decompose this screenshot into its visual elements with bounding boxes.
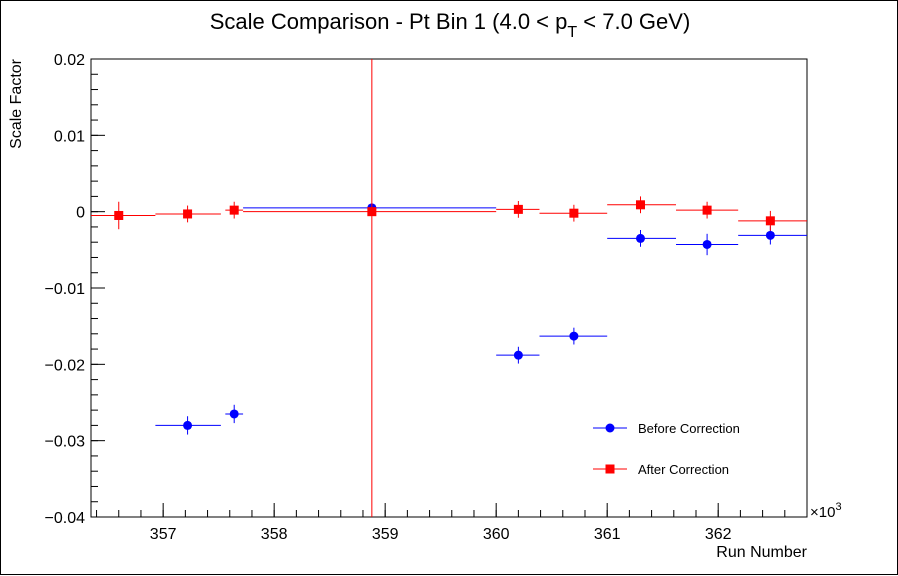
data-point	[183, 209, 193, 219]
x-tick-label: 360	[483, 526, 510, 543]
x-tick-label: 357	[150, 526, 177, 543]
data-series	[91, 59, 807, 517]
axes: 0.02 0.01 0 −0.01 −0.02 −0.03 −0.04 357 358 359 36…	[45, 52, 808, 543]
x-tick-label: 359	[372, 526, 399, 543]
legend-marker	[605, 464, 615, 474]
y-tick-label: −0.03	[45, 434, 86, 451]
data-point	[569, 208, 579, 218]
data-point	[569, 331, 579, 341]
plot-area-frame	[90, 58, 808, 518]
data-point	[702, 239, 712, 249]
y-tick-label: 0.01	[54, 128, 85, 145]
x-tick-label: 362	[705, 526, 732, 543]
y-tick-label: 0	[76, 205, 85, 222]
x-tick-label: 361	[594, 526, 621, 543]
y-tick-label: 0.02	[54, 52, 85, 69]
legend-marker	[605, 423, 615, 433]
data-point	[229, 205, 239, 215]
legend-entry: After Correction	[593, 462, 729, 477]
data-point	[635, 233, 645, 243]
y-tick-label: −0.04	[45, 510, 86, 527]
y-tick-label: −0.01	[45, 281, 86, 298]
data-point	[702, 205, 712, 215]
data-point	[513, 204, 523, 214]
y-tick-label: −0.02	[45, 357, 86, 374]
data-point	[765, 216, 775, 226]
legend-label: Before Correction	[638, 421, 740, 436]
data-point	[635, 200, 645, 210]
legend: Before Correction After Correction	[593, 421, 740, 477]
legend-label: After Correction	[638, 462, 729, 477]
legend-entry: Before Correction	[593, 421, 740, 436]
x-axis-label: Run Number	[716, 544, 807, 561]
data-point	[114, 210, 124, 220]
x-tick-label: 358	[261, 526, 288, 543]
series-square	[91, 59, 807, 517]
data-point	[183, 420, 193, 430]
chart-title: Scale Comparison - Pt Bin 1 (4.0 < pT < …	[210, 9, 691, 41]
x-axis-multiplier: ×103	[810, 501, 842, 521]
y-axis-label: Scale Factor	[8, 58, 25, 148]
data-point	[367, 207, 377, 217]
data-point	[229, 409, 239, 419]
data-point	[765, 230, 775, 240]
data-point	[513, 350, 523, 360]
series-circle	[155, 203, 807, 435]
